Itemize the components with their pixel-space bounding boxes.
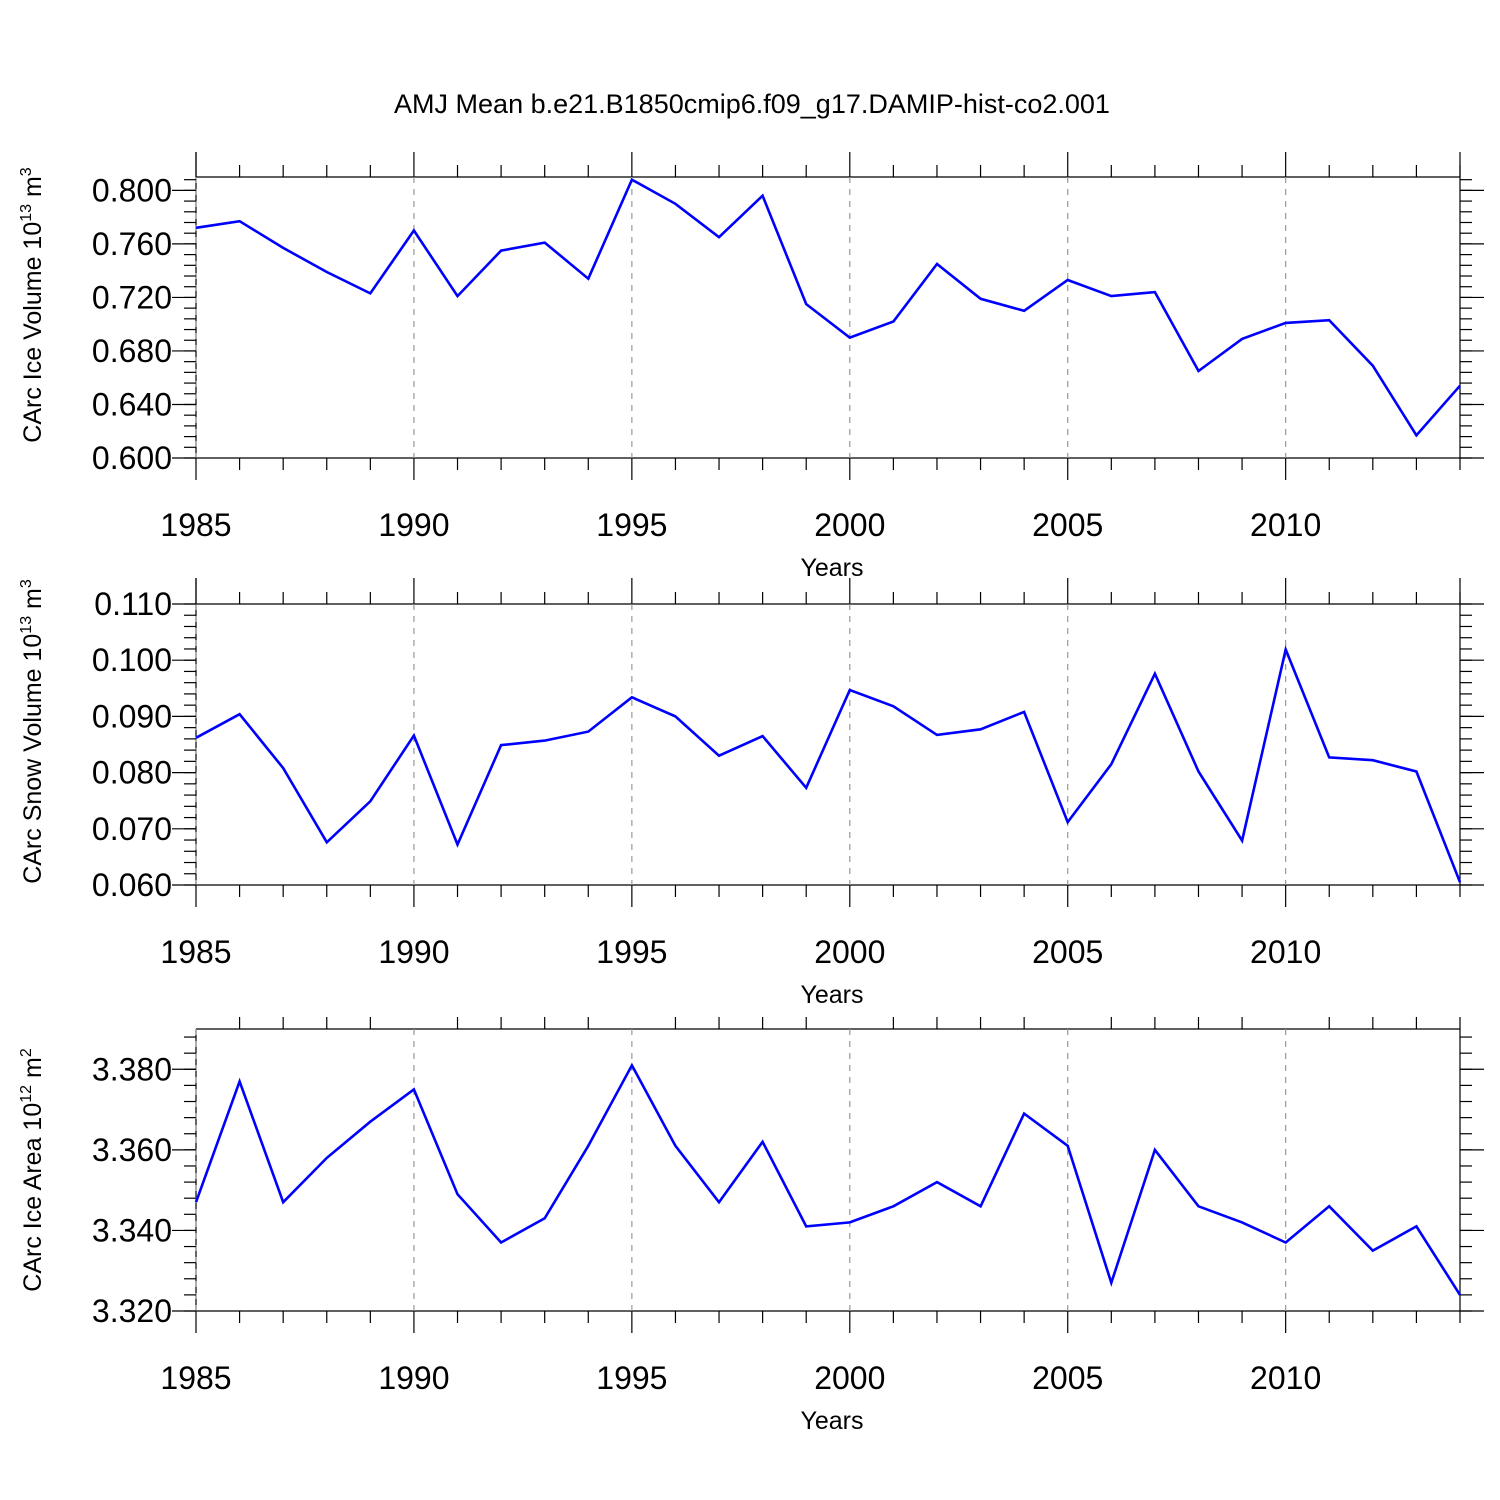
chart-panel-3: 1985 1990 1995 2000 2005 2010 3.320 3.340 3.360 3… bbox=[18, 1017, 1484, 1435]
y-tick-label: 0.090 bbox=[92, 698, 172, 734]
x-tick-label: 1985 bbox=[160, 507, 231, 543]
x-tick-label: 1995 bbox=[596, 507, 667, 543]
y-tick-label: 3.360 bbox=[92, 1132, 172, 1168]
x-tick-label: 2000 bbox=[814, 1360, 885, 1396]
y-tick-label: 0.640 bbox=[92, 386, 172, 422]
x-tick-label: 2005 bbox=[1032, 1360, 1103, 1396]
y-tick-label: 3.340 bbox=[92, 1212, 172, 1248]
x-tick-label: 1990 bbox=[378, 1360, 449, 1396]
y-axis-label-superscript: 3 bbox=[18, 167, 35, 176]
y-tick-label: 3.320 bbox=[92, 1293, 172, 1329]
x-tick-label: 1985 bbox=[160, 934, 231, 970]
x-tick-label: 2010 bbox=[1250, 934, 1321, 970]
series-line-1-1 bbox=[195, 177, 1461, 438]
y-axis-label-superscript: 13 bbox=[18, 204, 35, 222]
y-axis-label: CArc Ice Volume 1013 m3 bbox=[18, 167, 47, 443]
chart-panel-2: 1985 1990 1995 2000 2005 2010 0.060 0.070 0.080 0… bbox=[18, 578, 1484, 1009]
y-axis-label-superscript: 12 bbox=[18, 1085, 35, 1103]
x-axis-label: Years bbox=[800, 1407, 863, 1435]
x-tick-label: 1990 bbox=[378, 507, 449, 543]
y-tick-label: 0.070 bbox=[92, 811, 172, 847]
chart-panel-1: 1985 1990 1995 2000 2005 2010 0.600 0.640 0.680 0… bbox=[18, 152, 1484, 582]
y-tick-label: 0.100 bbox=[92, 642, 172, 678]
y-tick-label: 0.110 bbox=[94, 586, 172, 622]
y-axis-label-superscript: 2 bbox=[18, 1048, 35, 1057]
y-axis-label: CArc Ice Area 1012 m2 bbox=[18, 1048, 47, 1292]
y-tick-label: 0.800 bbox=[92, 172, 172, 208]
x-tick-label: 2010 bbox=[1250, 507, 1321, 543]
y-tick-label: 0.680 bbox=[92, 333, 172, 369]
y-tick-label: 0.080 bbox=[92, 755, 172, 791]
y-tick-label: 0.720 bbox=[92, 279, 172, 315]
x-axis-label: Years bbox=[800, 554, 863, 582]
y-tick-label: 0.600 bbox=[92, 440, 172, 476]
y-tick-label: 0.060 bbox=[92, 867, 172, 903]
figure-title: AMJ Mean b.e21.B1850cmip6.f09_g17.DAMIP-… bbox=[394, 89, 1110, 119]
series-line-2-1 bbox=[195, 645, 1462, 883]
y-tick-label: 3.380 bbox=[92, 1051, 172, 1087]
panels-group: 1985 1990 1995 2000 2005 2010 0.600 0.640 0.680 0… bbox=[18, 152, 1484, 1435]
y-axis-label-text: CArc Ice Area 10 bbox=[19, 1103, 47, 1292]
x-tick-label: 2000 bbox=[814, 507, 885, 543]
y-axis-label: CArc Snow Volume 1013 m3 bbox=[18, 579, 47, 884]
series-line-3-1 bbox=[194, 1062, 1462, 1296]
y-axis-label-text: m bbox=[19, 1057, 47, 1085]
x-tick-label: 2005 bbox=[1032, 507, 1103, 543]
y-axis-label-text: CArc Ice Volume 10 bbox=[19, 222, 47, 443]
x-tick-label: 1985 bbox=[160, 1360, 231, 1396]
y-axis-label-superscript: 13 bbox=[18, 616, 35, 634]
y-axis-label-superscript: 3 bbox=[18, 579, 35, 588]
x-tick-label: 2010 bbox=[1250, 1360, 1321, 1396]
x-tick-label: 2000 bbox=[814, 934, 885, 970]
x-axis-label: Years bbox=[800, 981, 863, 1009]
y-axis-label-text: m bbox=[19, 588, 47, 616]
x-tick-label: 2005 bbox=[1032, 934, 1103, 970]
x-tick-label: 1995 bbox=[596, 1360, 667, 1396]
x-tick-label: 1990 bbox=[378, 934, 449, 970]
x-tick-label: 1995 bbox=[596, 934, 667, 970]
y-axis-label-text: m bbox=[19, 176, 47, 204]
y-axis-label-text: CArc Snow Volume 10 bbox=[19, 634, 47, 884]
y-tick-label: 0.760 bbox=[92, 226, 172, 262]
